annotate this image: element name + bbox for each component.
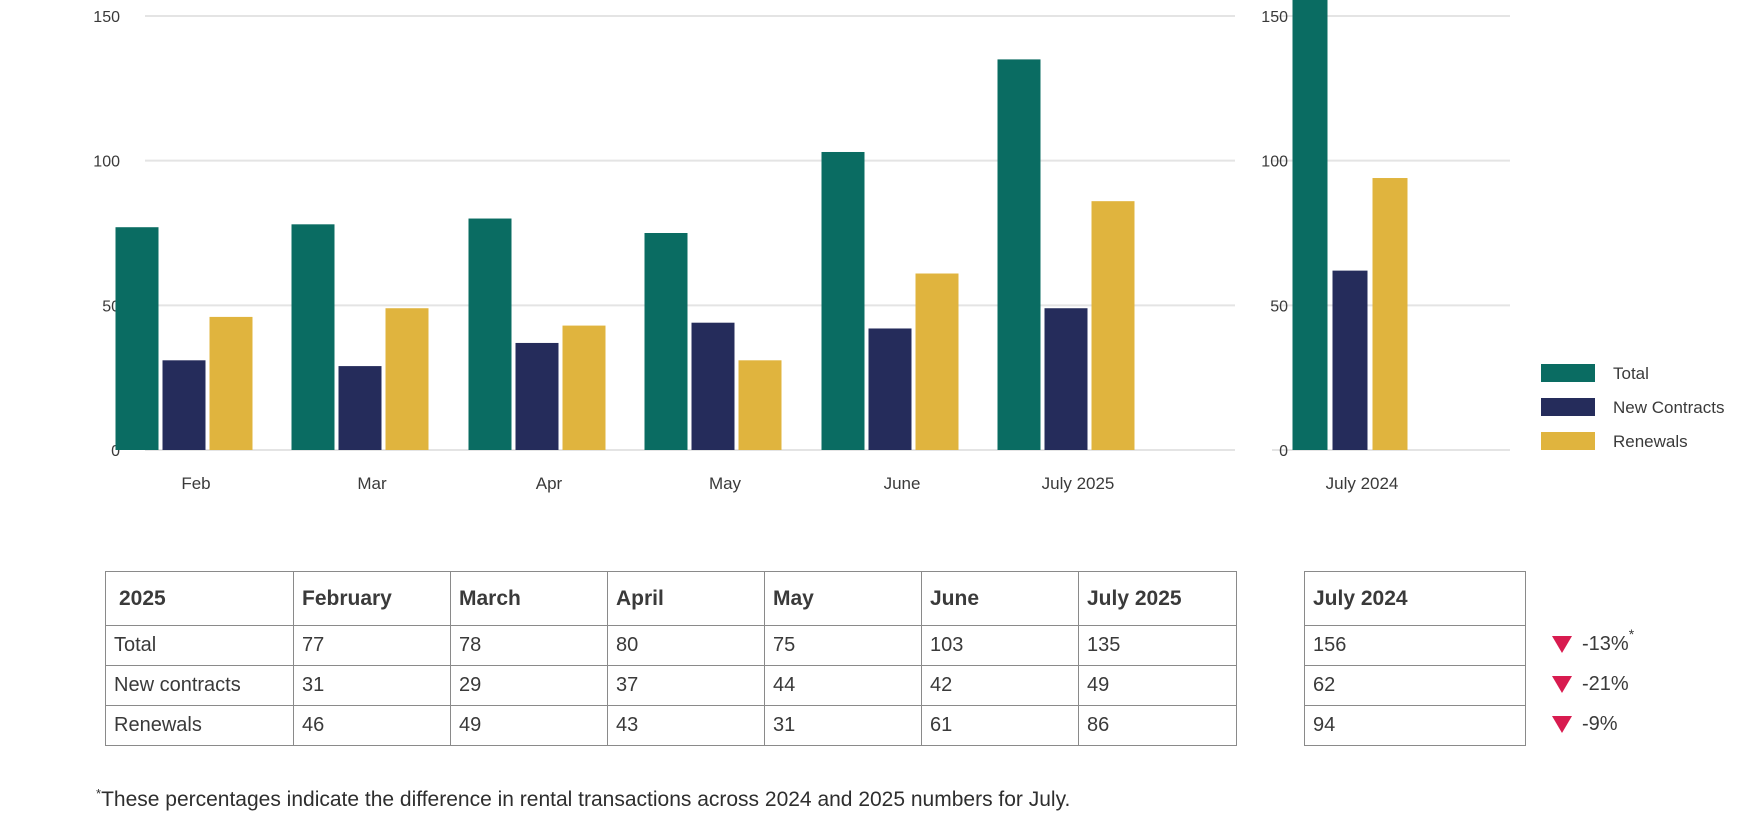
table-row: 94 bbox=[1304, 705, 1526, 746]
table-row: Renewals 46 49 43 31 61 86 bbox=[105, 705, 1237, 746]
table-cell: 49 bbox=[1078, 665, 1237, 706]
bar-renewals bbox=[209, 316, 253, 450]
bar-renewals bbox=[915, 273, 959, 450]
table-cell: 135 bbox=[1078, 625, 1237, 666]
table-cell: 42 bbox=[921, 665, 1079, 706]
table-cell: 86 bbox=[1078, 705, 1237, 746]
change-item: -9% bbox=[1552, 704, 1634, 744]
table-cell: 80 bbox=[607, 625, 765, 666]
table-cell: 37 bbox=[607, 665, 765, 706]
table-row: New contracts 31 29 37 44 42 49 bbox=[105, 665, 1237, 706]
table-cell: 103 bbox=[921, 625, 1079, 666]
change-item: -13% * bbox=[1552, 624, 1634, 664]
table-cell: 46 bbox=[293, 705, 451, 746]
y-tick-label: 50 bbox=[1270, 298, 1288, 315]
side-table-header-row: July 2024 bbox=[1304, 571, 1526, 626]
table-cell: 61 bbox=[921, 705, 1079, 746]
bar-new-contracts bbox=[1044, 308, 1088, 450]
monthly-data-table: 2025 February March April May June July … bbox=[105, 571, 1237, 746]
x-tick-label: July 2024 bbox=[1326, 474, 1399, 493]
legend-label: Renewals bbox=[1613, 432, 1688, 451]
footnote-text: These percentages indicate the differenc… bbox=[101, 788, 1071, 811]
legend-label: New Contracts bbox=[1613, 398, 1724, 417]
table-cell: 31 bbox=[764, 705, 922, 746]
change-item: -21% bbox=[1552, 664, 1634, 704]
y-tick-label: 150 bbox=[1261, 9, 1288, 26]
bar-renewals bbox=[1372, 178, 1408, 450]
table-cell: 62 bbox=[1304, 665, 1526, 706]
table-row: 156 bbox=[1304, 625, 1526, 666]
bar-new-contracts bbox=[162, 360, 206, 450]
table-header-cell: May bbox=[764, 571, 922, 626]
y-tick-label: 100 bbox=[1261, 154, 1288, 171]
bar-renewals bbox=[738, 360, 782, 450]
x-tick-label: Apr bbox=[536, 474, 563, 493]
table-cell: 44 bbox=[764, 665, 922, 706]
july-2024-table: July 2024 156 62 94 bbox=[1304, 571, 1526, 746]
bar-new-contracts bbox=[868, 328, 912, 450]
x-tick-label: Feb bbox=[181, 474, 210, 493]
row-label: Total bbox=[105, 625, 294, 666]
change-value: -13% bbox=[1582, 632, 1629, 655]
down-triangle-icon bbox=[1552, 635, 1572, 653]
x-tick-label: May bbox=[709, 474, 742, 493]
down-triangle-icon bbox=[1552, 715, 1572, 733]
bar-total bbox=[1292, 0, 1328, 450]
bar-new-contracts bbox=[691, 322, 735, 450]
table-cell: 156 bbox=[1304, 625, 1526, 666]
legend-swatch bbox=[1541, 398, 1595, 416]
table-header-cell: March bbox=[450, 571, 608, 626]
bar-total bbox=[997, 59, 1041, 451]
table-header-cell: June bbox=[921, 571, 1079, 626]
table-row: 62 bbox=[1304, 665, 1526, 706]
x-tick-label: Mar bbox=[357, 474, 387, 493]
side-table-header: July 2024 bbox=[1304, 571, 1526, 626]
y-tick-label: 150 bbox=[93, 9, 120, 26]
legend-label: Total bbox=[1613, 364, 1649, 383]
bar-renewals bbox=[1091, 201, 1135, 450]
bar-total bbox=[821, 151, 865, 450]
footnote-mark: * bbox=[96, 786, 102, 801]
x-tick-label: July 2025 bbox=[1042, 474, 1115, 493]
table-cell: 78 bbox=[450, 625, 608, 666]
table-cell: 94 bbox=[1304, 705, 1526, 746]
bar-new-contracts bbox=[338, 366, 382, 450]
table-cell: 29 bbox=[450, 665, 608, 706]
bar-renewals bbox=[385, 308, 429, 450]
asterisk-mark: * bbox=[1628, 626, 1635, 642]
row-label: Renewals bbox=[105, 705, 294, 746]
row-label: New contracts bbox=[105, 665, 294, 706]
legend-swatch bbox=[1541, 432, 1595, 450]
table-header-cell: July 2025 bbox=[1078, 571, 1237, 626]
legend-swatch bbox=[1541, 364, 1595, 382]
change-value: -9% bbox=[1582, 712, 1618, 735]
table-corner-cell: 2025 bbox=[105, 571, 294, 626]
table-cell: 31 bbox=[293, 665, 451, 706]
table-cell: 49 bbox=[450, 705, 608, 746]
table-cell: 43 bbox=[607, 705, 765, 746]
down-triangle-icon bbox=[1552, 675, 1572, 693]
bar-renewals bbox=[562, 325, 606, 450]
y-tick-label: 100 bbox=[93, 154, 120, 171]
table-header-cell: February bbox=[293, 571, 451, 626]
y-tick-label: 0 bbox=[111, 443, 120, 460]
bar-total bbox=[468, 218, 512, 450]
table-cell: 77 bbox=[293, 625, 451, 666]
y-tick-label: 0 bbox=[1279, 443, 1288, 460]
table-header-row: 2025 February March April May June July … bbox=[105, 571, 1237, 626]
bar-total bbox=[115, 227, 159, 450]
table-row: Total 77 78 80 75 103 135 bbox=[105, 625, 1237, 666]
change-indicators: -13% * -21% -9% bbox=[1552, 624, 1634, 744]
bar-total bbox=[644, 233, 688, 450]
bar-new-contracts bbox=[1332, 270, 1368, 450]
table-cell: 75 bbox=[764, 625, 922, 666]
bar-total bbox=[291, 224, 335, 450]
footnote: *These percentages indicate the differen… bbox=[96, 786, 1070, 812]
change-value: -21% bbox=[1582, 672, 1629, 695]
table-header-cell: April bbox=[607, 571, 765, 626]
x-tick-label: June bbox=[884, 474, 921, 493]
bar-new-contracts bbox=[515, 342, 559, 450]
